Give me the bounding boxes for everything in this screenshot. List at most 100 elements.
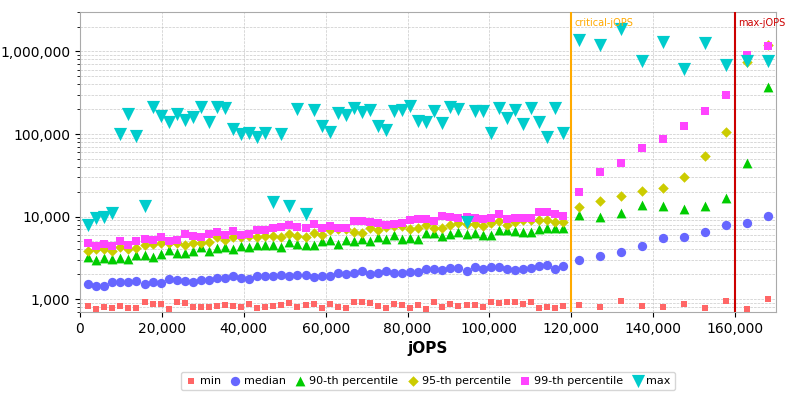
95-th percentile — [291, 232, 304, 239]
90-th percentile — [404, 234, 417, 241]
min — [267, 303, 280, 309]
90-th percentile — [194, 244, 207, 250]
median — [396, 270, 409, 277]
90-th percentile — [299, 241, 312, 248]
95-th percentile — [202, 239, 215, 245]
median — [573, 257, 586, 264]
median — [444, 265, 457, 272]
max — [460, 219, 473, 225]
max — [412, 118, 425, 124]
min — [251, 304, 264, 311]
median — [226, 273, 239, 280]
median — [533, 262, 546, 269]
max — [404, 103, 417, 109]
99-th percentile — [267, 225, 280, 232]
99-th percentile — [557, 213, 570, 219]
max — [678, 66, 690, 72]
min — [594, 304, 607, 310]
min — [517, 301, 530, 308]
95-th percentile — [210, 234, 223, 240]
min — [476, 304, 489, 310]
99-th percentile — [291, 224, 304, 231]
max — [210, 103, 223, 110]
min — [315, 305, 328, 312]
median — [719, 222, 732, 229]
max — [331, 110, 344, 116]
min — [138, 299, 151, 306]
99-th percentile — [106, 242, 118, 249]
90-th percentile — [541, 225, 554, 231]
min — [678, 300, 690, 307]
95-th percentile — [194, 240, 207, 246]
median — [517, 266, 530, 272]
99-th percentile — [363, 218, 376, 225]
min — [436, 304, 449, 310]
max — [762, 58, 774, 64]
max — [380, 126, 393, 133]
max — [741, 58, 754, 64]
median — [452, 265, 465, 272]
max — [541, 134, 554, 140]
90-th percentile — [122, 256, 135, 262]
max — [315, 122, 328, 129]
90-th percentile — [412, 235, 425, 242]
min — [371, 303, 384, 310]
95-th percentile — [154, 239, 167, 246]
min — [98, 304, 110, 310]
min — [509, 299, 522, 306]
min — [275, 302, 288, 308]
min — [492, 300, 505, 306]
min — [460, 302, 473, 308]
99-th percentile — [299, 225, 312, 232]
median — [130, 278, 143, 284]
max — [484, 130, 497, 136]
min — [82, 303, 94, 310]
max — [130, 133, 143, 140]
90-th percentile — [557, 225, 570, 231]
median — [436, 266, 449, 273]
99-th percentile — [82, 239, 94, 246]
95-th percentile — [460, 220, 473, 227]
min — [420, 305, 433, 312]
min — [218, 302, 231, 308]
max — [138, 203, 151, 209]
95-th percentile — [122, 246, 135, 252]
max — [388, 108, 401, 115]
median — [509, 266, 522, 273]
90-th percentile — [484, 232, 497, 238]
median — [657, 235, 670, 242]
99-th percentile — [162, 238, 175, 244]
min — [404, 305, 417, 311]
max — [307, 107, 320, 113]
median — [114, 279, 126, 285]
median — [355, 268, 368, 274]
max — [698, 40, 711, 46]
90-th percentile — [468, 230, 481, 236]
max — [146, 104, 159, 110]
Text: max-jOPS: max-jOPS — [738, 18, 786, 28]
99-th percentile — [533, 209, 546, 215]
max — [242, 130, 255, 136]
max — [719, 62, 732, 68]
99-th percentile — [315, 224, 328, 231]
90-th percentile — [98, 255, 110, 262]
90-th percentile — [436, 233, 449, 240]
min — [259, 303, 272, 310]
median — [162, 276, 175, 282]
95-th percentile — [573, 204, 586, 210]
95-th percentile — [363, 224, 376, 231]
min — [557, 303, 570, 310]
Text: critical-jOPS: critical-jOPS — [574, 18, 634, 28]
max — [549, 104, 562, 111]
min — [573, 302, 586, 309]
95-th percentile — [484, 220, 497, 226]
min — [428, 299, 441, 306]
90-th percentile — [594, 214, 607, 220]
95-th percentile — [98, 246, 110, 252]
median — [194, 277, 207, 284]
median — [283, 272, 296, 279]
min — [615, 298, 628, 304]
median — [315, 273, 328, 280]
99-th percentile — [114, 238, 126, 244]
90-th percentile — [170, 250, 183, 256]
